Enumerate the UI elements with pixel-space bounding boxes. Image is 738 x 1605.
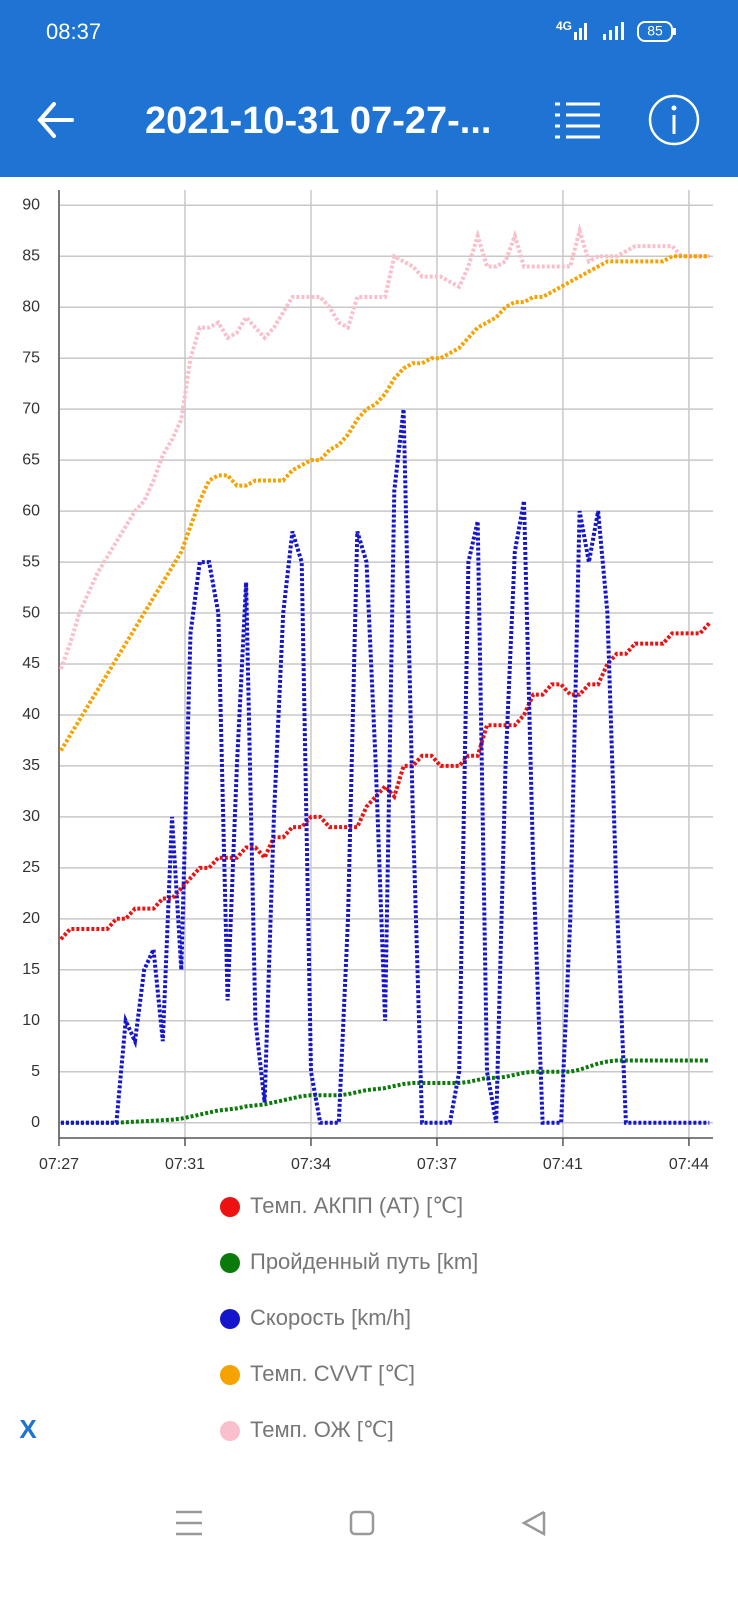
y-tick-label: 90 [22,197,40,214]
series-line [60,408,710,1125]
series-line [60,1058,710,1125]
legend: Темп. АКПП (AT) [℃] Пройденный путь [km] С… [220,1193,478,1442]
y-tick-label: 25 [22,859,40,876]
legend-label: Скорость [km/h] [250,1305,411,1330]
x-tick-label: 07:44 [669,1156,709,1173]
x-tick-label: 07:41 [543,1156,583,1173]
list-button[interactable] [555,102,600,139]
legend-label: Темп. АКПП (AT) [℃] [250,1193,463,1218]
y-tick-label: 30 [22,808,40,825]
y-tick-label: 75 [22,349,40,366]
legend-marker [220,1365,240,1385]
y-tick-label: 45 [22,655,40,672]
back-button[interactable] [37,102,74,138]
app-title: 2021-10-31 07-27-... [145,100,491,142]
y-tick-label: 5 [31,1063,40,1080]
legend-label: Темп. CVVT [℃] [250,1361,415,1386]
legend-marker [220,1253,240,1273]
y-tick-label: 70 [22,400,40,417]
y-tick-label: 65 [22,451,40,468]
legend-marker [220,1197,240,1217]
x-tick-label: 07:27 [39,1156,79,1173]
info-button[interactable] [648,94,700,146]
y-tick-label: 10 [22,1012,40,1029]
x-tick-label: 07:34 [291,1156,331,1173]
y-tick-label: 60 [22,502,40,519]
y-tick-label: 20 [22,910,40,927]
battery-level: 85 [647,23,663,39]
signal-icons [574,22,624,40]
plot: 0 5 10 15 20 25 30 35 40 45 50 55 60 65 70 75 80 85 90 07:2… [22,190,713,1173]
series-line [59,223,710,670]
y-tick-label: 50 [22,604,40,621]
status-time: 08:37 [46,19,101,44]
x-tick-label: 07:31 [165,1156,205,1173]
app-bar [0,0,738,177]
legend-label: Пройденный путь [km] [250,1249,478,1274]
legend-label: Темп. ОЖ [℃] [250,1417,394,1442]
series-line [59,621,711,941]
battery-icon [637,21,673,42]
y-tick-label: 40 [22,706,40,723]
x-tick-label: 07:37 [417,1156,457,1173]
y-tick-label: 85 [22,247,40,264]
legend-marker [220,1421,240,1441]
y-tick-label: 35 [22,757,40,774]
legend-marker [220,1309,240,1329]
nav-bar [176,1510,546,1537]
y-tick-label: 55 [22,553,40,570]
series-line [59,254,710,752]
network-type: 4G [556,19,572,33]
close-button[interactable]: X [19,1414,37,1444]
y-tick-label: 0 [31,1114,40,1131]
battery-tip [673,28,676,35]
y-tick-label: 15 [22,961,40,978]
y-tick-label: 80 [22,298,40,315]
